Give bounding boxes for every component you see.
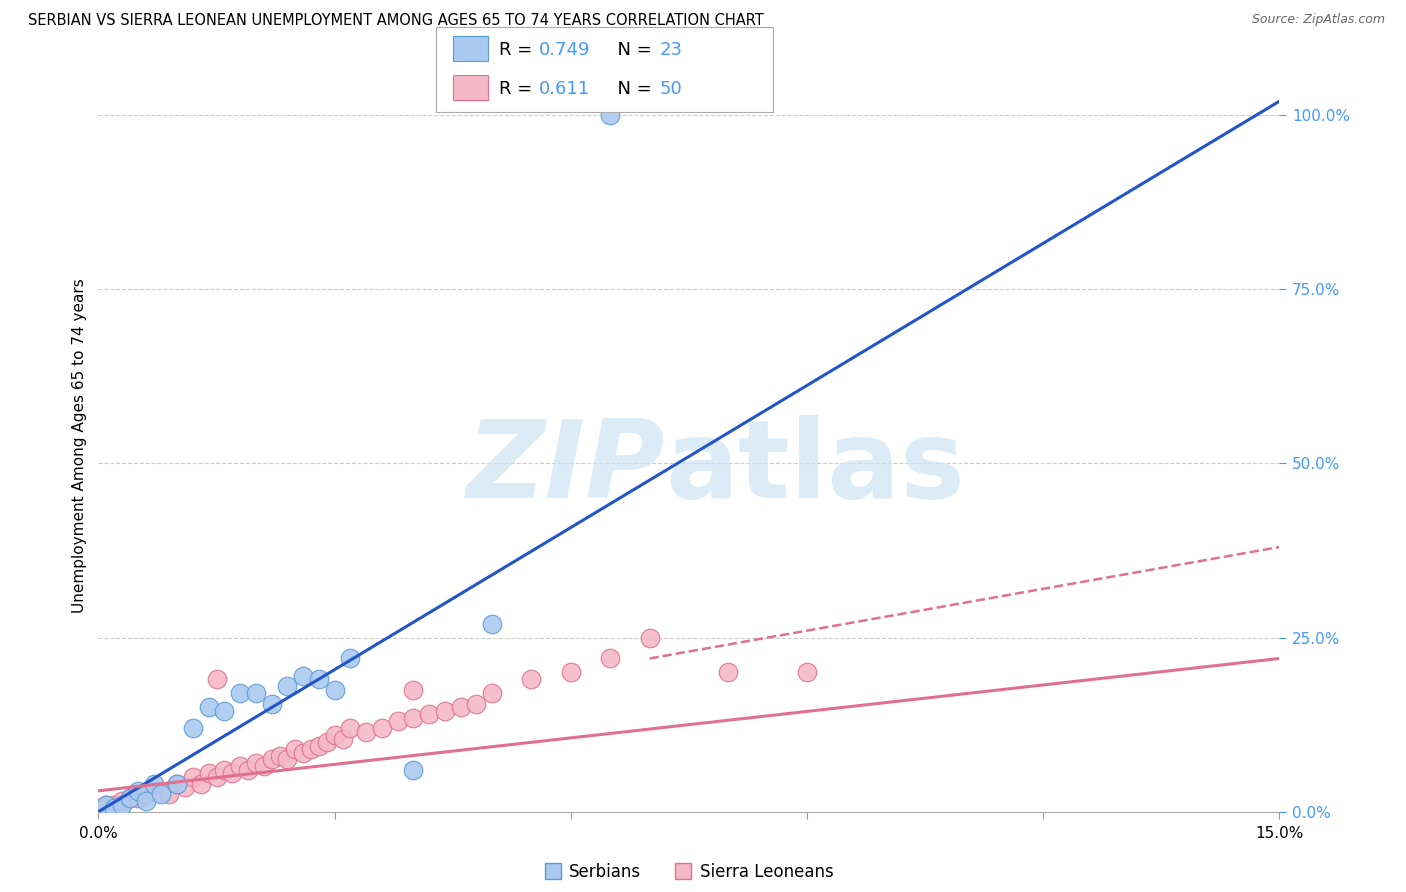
Point [87,801,110,815]
Point [418,707,440,722]
Point [402,682,425,697]
Point [190,777,212,791]
Point [96,797,118,812]
Point [354,724,377,739]
Text: 23: 23 [659,41,682,59]
Point [638,631,661,645]
Point [205,770,228,784]
Y-axis label: Unemployment Among Ages 65 to 74 years: Unemployment Among Ages 65 to 74 years [72,278,87,614]
Point [197,766,219,780]
Point [284,742,307,756]
Point [387,714,409,728]
Point [166,777,188,791]
Point [174,780,197,795]
Text: N =: N = [606,41,658,59]
Point [181,770,204,784]
Text: N =: N = [606,80,658,98]
Text: atlas: atlas [665,415,965,521]
Point [315,735,337,749]
Point [599,651,621,665]
Point [214,763,236,777]
Point [371,721,394,735]
Point [465,697,488,711]
Point [197,700,219,714]
Point [127,790,149,805]
Point [150,787,173,801]
Point [276,752,298,766]
Text: R =: R = [499,41,538,59]
Point [253,759,276,773]
Text: ZIP: ZIP [467,415,665,521]
Text: SERBIAN VS SIERRA LEONEAN UNEMPLOYMENT AMONG AGES 65 TO 74 YEARS CORRELATION CHA: SERBIAN VS SIERRA LEONEAN UNEMPLOYMENT A… [28,13,763,29]
Point [481,686,503,700]
Point [205,673,228,687]
Point [229,686,252,700]
Point [308,739,330,753]
Point [276,679,298,693]
Point [236,763,259,777]
Point [214,704,236,718]
Point [118,790,141,805]
Point [127,784,149,798]
Point [260,697,283,711]
Point [402,763,425,777]
Point [433,704,456,718]
Point [299,742,322,756]
Point [150,784,173,798]
Text: 50: 50 [659,80,682,98]
Point [118,790,141,805]
Text: Source: ZipAtlas.com: Source: ZipAtlas.com [1251,13,1385,27]
Point [717,665,740,680]
Point [339,721,361,735]
Text: 0.611: 0.611 [538,80,589,98]
Text: R =: R = [499,80,538,98]
Point [339,651,361,665]
Point [481,616,503,631]
Legend: Serbians, Sierra Leoneans: Serbians, Sierra Leoneans [537,856,841,888]
Point [292,669,315,683]
Point [450,700,472,714]
Point [245,756,267,770]
Point [292,746,315,760]
Point [103,801,125,815]
Point [402,711,425,725]
Point [229,759,252,773]
Point [332,731,354,746]
Point [796,665,818,680]
Point [260,752,283,766]
Point [308,673,330,687]
Point [111,797,134,812]
Point [142,784,165,798]
Point [135,794,157,808]
Point [142,777,165,791]
Point [599,108,621,122]
Point [269,749,291,764]
Point [221,766,243,780]
Point [323,682,346,697]
Point [157,787,180,801]
Point [96,797,118,812]
Point [245,686,267,700]
Point [560,665,582,680]
Point [103,797,125,812]
Point [323,728,346,742]
Point [166,777,188,791]
Point [181,721,204,735]
Point [111,794,134,808]
Text: 0.749: 0.749 [538,41,591,59]
Point [520,673,543,687]
Point [135,787,157,801]
